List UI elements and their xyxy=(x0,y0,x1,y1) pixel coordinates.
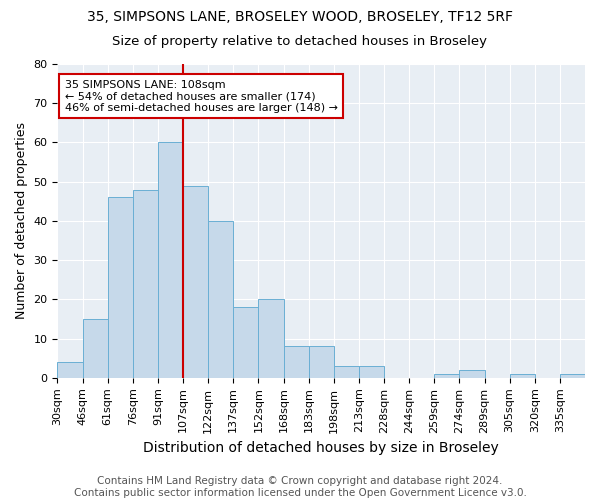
Bar xyxy=(158,142,183,378)
Text: Size of property relative to detached houses in Broseley: Size of property relative to detached ho… xyxy=(113,35,487,48)
Text: Contains HM Land Registry data © Crown copyright and database right 2024.
Contai: Contains HM Land Registry data © Crown c… xyxy=(74,476,526,498)
Bar xyxy=(509,374,535,378)
Bar xyxy=(284,346,308,378)
Bar xyxy=(259,300,284,378)
Bar xyxy=(83,319,107,378)
Bar xyxy=(208,221,233,378)
Y-axis label: Number of detached properties: Number of detached properties xyxy=(15,122,28,320)
Bar xyxy=(183,186,208,378)
Bar xyxy=(460,370,485,378)
Text: 35 SIMPSONS LANE: 108sqm
← 54% of detached houses are smaller (174)
46% of semi-: 35 SIMPSONS LANE: 108sqm ← 54% of detach… xyxy=(65,80,338,113)
Bar xyxy=(434,374,460,378)
Bar xyxy=(233,307,259,378)
Bar xyxy=(560,374,585,378)
Bar xyxy=(359,366,384,378)
Bar xyxy=(308,346,334,378)
Bar xyxy=(58,362,83,378)
Bar xyxy=(133,190,158,378)
Bar xyxy=(107,198,133,378)
Text: 35, SIMPSONS LANE, BROSELEY WOOD, BROSELEY, TF12 5RF: 35, SIMPSONS LANE, BROSELEY WOOD, BROSEL… xyxy=(87,10,513,24)
X-axis label: Distribution of detached houses by size in Broseley: Distribution of detached houses by size … xyxy=(143,441,499,455)
Bar xyxy=(334,366,359,378)
